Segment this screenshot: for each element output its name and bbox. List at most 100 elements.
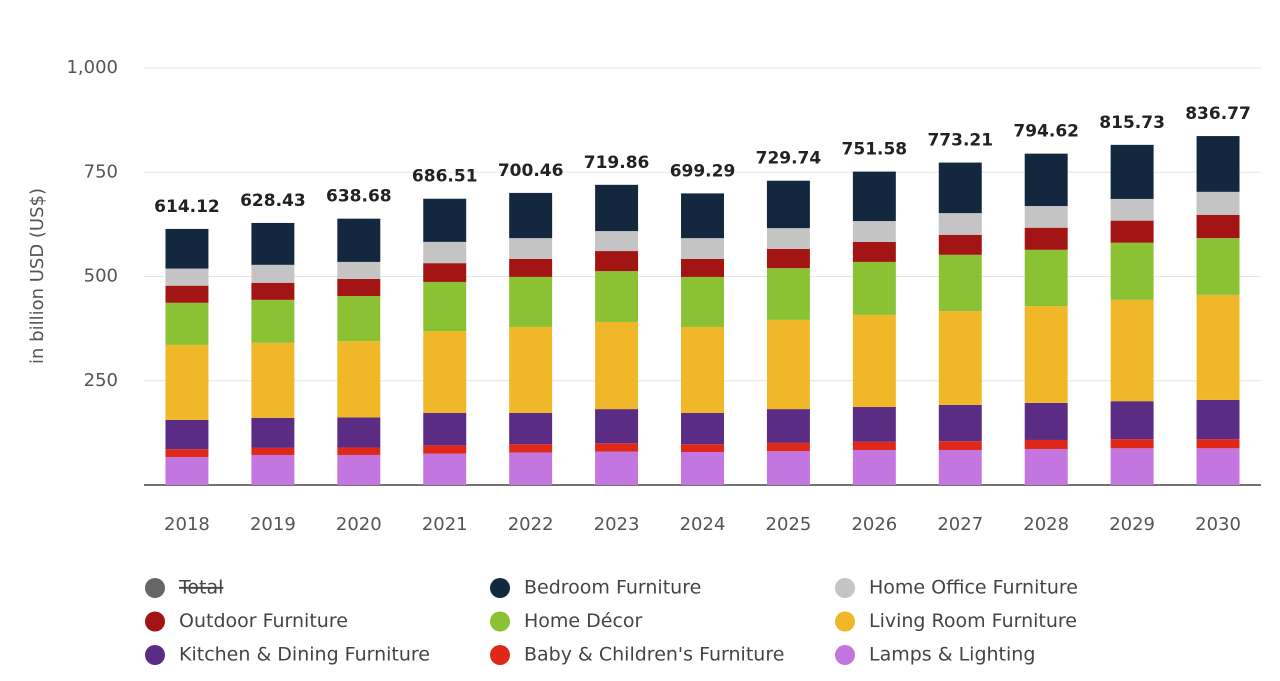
x-tick-label: 2022 xyxy=(508,514,554,535)
bar-segment xyxy=(595,271,639,322)
bar-segment xyxy=(852,171,896,222)
bar-segment xyxy=(251,454,295,485)
bar-segment xyxy=(1110,299,1154,402)
bar-segment xyxy=(852,441,896,450)
bar-segment xyxy=(1196,214,1240,239)
bar-segment xyxy=(766,451,810,485)
x-tick-label: 2030 xyxy=(1195,514,1241,535)
bar-segment xyxy=(423,453,467,485)
total-label: 815.73 xyxy=(1099,113,1165,133)
bar-segment xyxy=(595,251,639,272)
bar-segment xyxy=(509,326,553,413)
bar-segment xyxy=(1110,144,1154,199)
bar-segment xyxy=(165,457,209,485)
x-tick-label: 2025 xyxy=(766,514,812,535)
legend-marker xyxy=(835,578,855,598)
x-tick-label: 2028 xyxy=(1023,514,1069,535)
total-label: 700.46 xyxy=(498,161,564,181)
bar-segment xyxy=(1110,220,1154,243)
bar-segment xyxy=(681,412,724,445)
bar-segment xyxy=(337,341,381,418)
bar-segment xyxy=(509,238,553,259)
bar-segment xyxy=(337,454,381,485)
total-label: 638.68 xyxy=(326,187,392,207)
bar-segment xyxy=(852,221,896,242)
legend-marker xyxy=(145,645,165,665)
bar-segment xyxy=(938,441,982,450)
total-label: 729.74 xyxy=(756,149,822,169)
bar-segment xyxy=(1196,136,1240,192)
x-tick-label: 2023 xyxy=(594,514,640,535)
bar-segment xyxy=(423,241,467,264)
legend-label: Baby & Children's Furniture xyxy=(524,644,784,666)
bar-segment xyxy=(938,213,982,235)
bar-segment xyxy=(1024,439,1068,450)
bar-segment xyxy=(1196,448,1240,485)
bar-segment xyxy=(423,198,467,242)
bar-segment xyxy=(1196,439,1240,449)
legend-label: Bedroom Furniture xyxy=(524,577,701,599)
bar-segment xyxy=(595,451,639,485)
bar-segment xyxy=(766,442,810,452)
bar-segment xyxy=(852,261,896,315)
legend-marker xyxy=(835,645,855,665)
bar-segment xyxy=(509,452,553,485)
bar-segment xyxy=(1024,206,1068,228)
total-label: 719.86 xyxy=(584,153,650,173)
bar-segment xyxy=(938,311,982,405)
x-tick-label: 2026 xyxy=(851,514,897,535)
bar-segment xyxy=(852,241,896,262)
bar-segment xyxy=(1110,448,1154,485)
bar-segment xyxy=(165,419,209,450)
legend-marker xyxy=(490,578,510,598)
bar-segment xyxy=(595,231,639,252)
bar-segment xyxy=(251,417,295,448)
bar-segment xyxy=(423,263,467,282)
bar-segment xyxy=(337,417,381,448)
x-tick-label: 2029 xyxy=(1109,514,1155,535)
bar-segment xyxy=(251,447,295,455)
legend-label: Lamps & Lighting xyxy=(869,644,1035,666)
bar-segment xyxy=(766,409,810,443)
bar-segment xyxy=(681,238,724,259)
bar-segment xyxy=(1196,399,1240,440)
bar-segment xyxy=(251,342,295,418)
bar-segment xyxy=(681,258,724,277)
legend-marker xyxy=(835,611,855,632)
bar-segment xyxy=(1024,449,1068,485)
total-label: 773.21 xyxy=(927,131,993,151)
bar-segment xyxy=(509,192,553,239)
bar-segment xyxy=(509,258,553,277)
y-tick-label: 1,000 xyxy=(66,57,118,78)
bar-segment xyxy=(1110,242,1154,300)
bar-segment xyxy=(1196,238,1240,295)
bar-segment xyxy=(509,444,553,453)
legend-marker xyxy=(145,578,165,598)
bar-segment xyxy=(165,449,209,458)
bar-segment xyxy=(766,268,810,320)
y-tick-label: 500 xyxy=(84,266,118,287)
bar-segment xyxy=(1110,439,1154,449)
bar-segment xyxy=(165,285,209,303)
bar-segment xyxy=(165,302,209,345)
bar-segment xyxy=(337,261,381,280)
bar-segment xyxy=(165,268,209,286)
bar-segment xyxy=(337,279,381,297)
total-label: 686.51 xyxy=(412,167,478,187)
bar-segment xyxy=(595,443,639,452)
bar-segment xyxy=(165,344,209,420)
legend-label: Kitchen & Dining Furniture xyxy=(179,644,430,666)
bar-segment xyxy=(938,404,982,442)
bar-segment xyxy=(1196,191,1240,215)
total-label: 794.62 xyxy=(1013,122,1079,142)
y-tick-label: 750 xyxy=(84,161,118,182)
bar-segment xyxy=(681,444,724,453)
bar-segment xyxy=(595,321,639,410)
bar-segment xyxy=(852,407,896,442)
bar-segment xyxy=(595,184,639,232)
bar-segment xyxy=(423,281,467,332)
legend-label: Living Room Furniture xyxy=(869,610,1077,632)
legend-label: Outdoor Furniture xyxy=(179,610,348,632)
total-label: 614.12 xyxy=(154,197,220,217)
